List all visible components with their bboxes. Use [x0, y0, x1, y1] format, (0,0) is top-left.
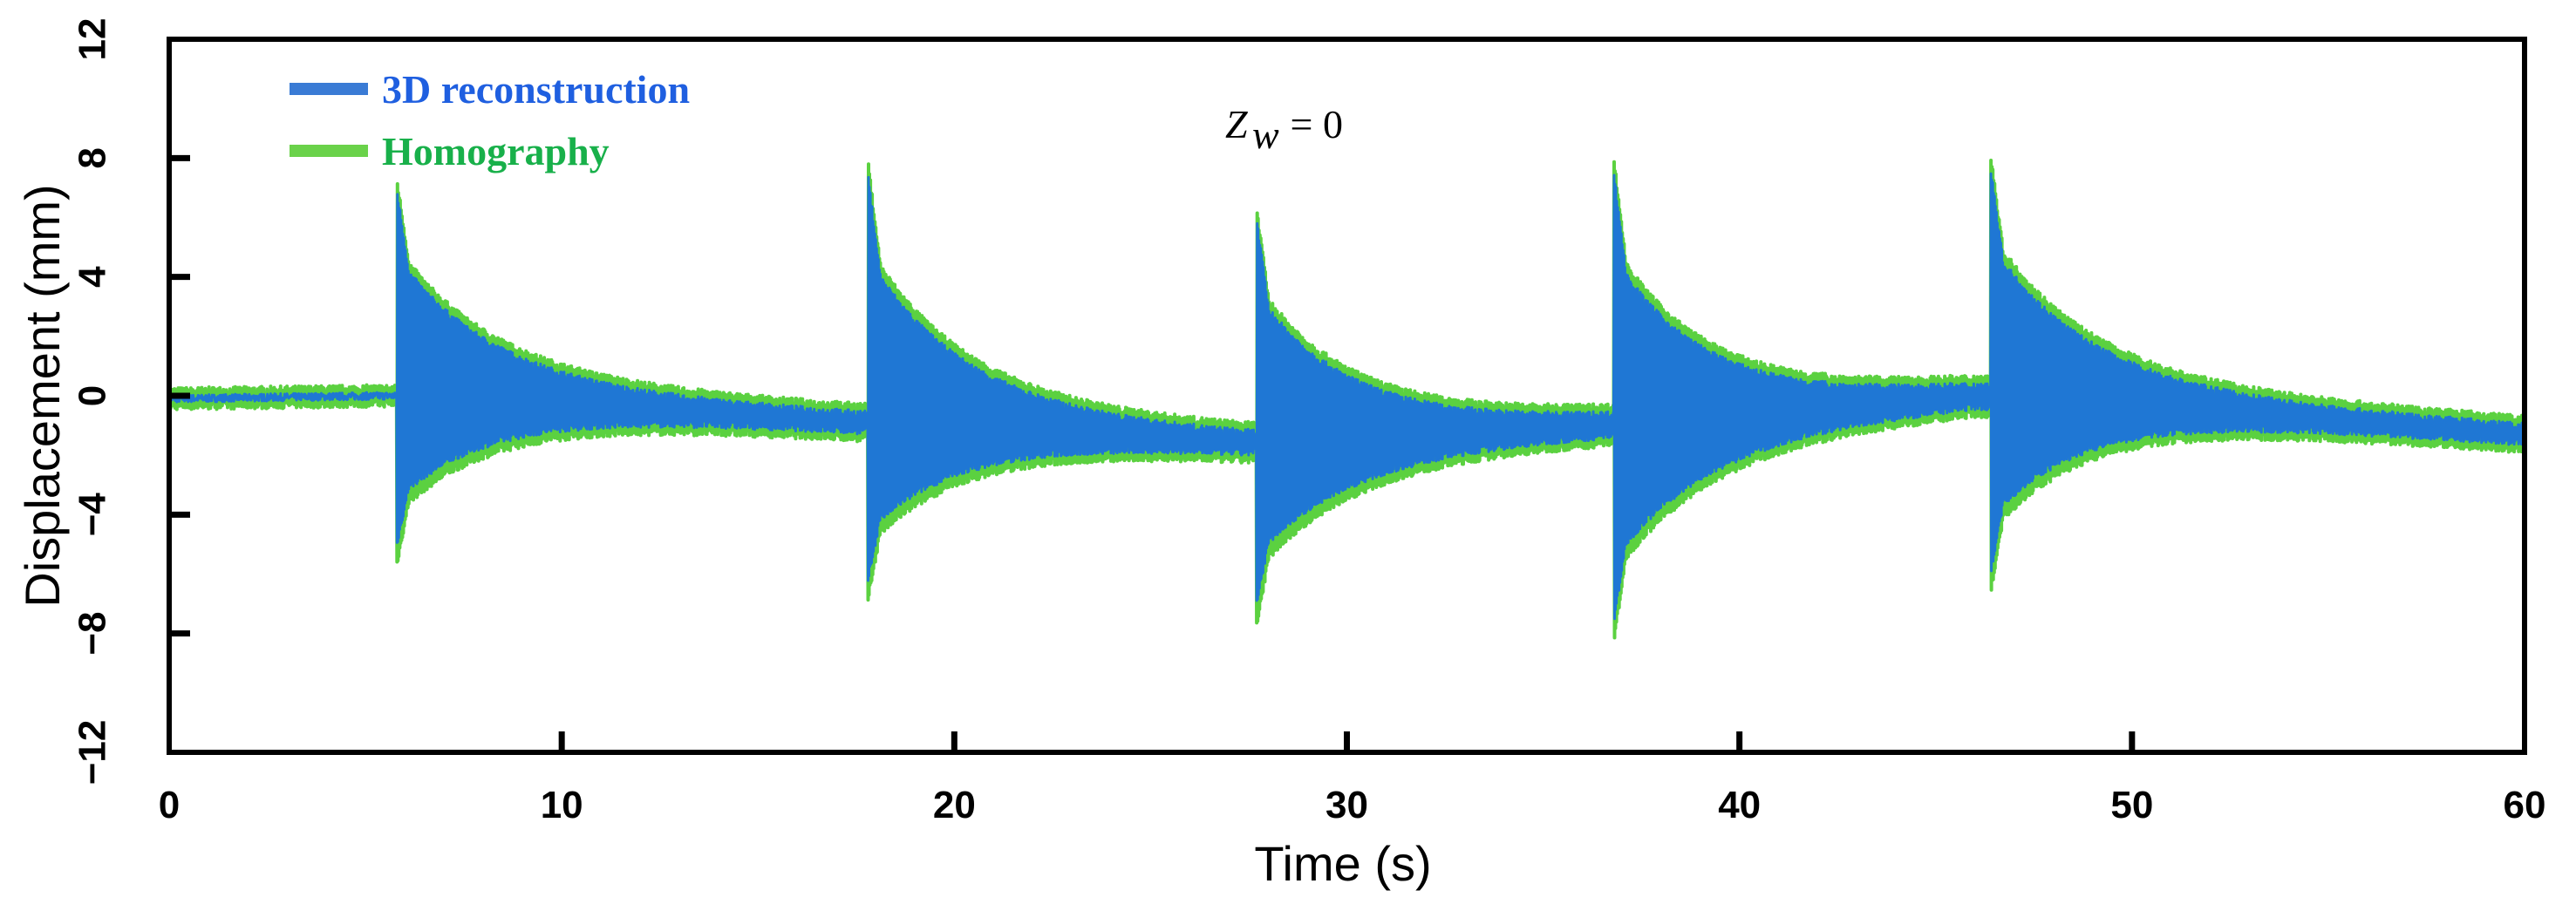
y-tick-label: −12 [72, 720, 114, 785]
x-tick-label: 60 [2504, 784, 2546, 826]
x-tick-label: 30 [1325, 784, 1368, 826]
y-tick-label: 0 [72, 385, 114, 406]
y-tick-label: −8 [72, 612, 114, 656]
series-line [167, 172, 2526, 621]
x-tick-label: 40 [1718, 784, 1761, 826]
y-axis-title: Displacement (mm) [15, 184, 70, 607]
y-tick-label: 8 [72, 147, 114, 168]
y-axis-ticks: 12 8 4 0 −4 −8 −12 [72, 18, 190, 785]
zw-annotation: Z w = 0 [1225, 102, 1343, 157]
y-tick-label: −4 [72, 493, 114, 537]
x-axis-title: Time (s) [1254, 836, 1431, 891]
legend-label-homography: Homography [382, 129, 610, 173]
annotation-rest: = 0 [1280, 102, 1343, 146]
y-tick-label: 12 [72, 18, 114, 61]
x-tick-label: 0 [159, 784, 180, 826]
series-3d-reconstruction [167, 172, 2526, 621]
x-axis-ticks: 0 10 20 30 40 50 60 [159, 731, 2546, 826]
x-tick-label: 50 [2110, 784, 2153, 826]
plot-series [167, 159, 2526, 640]
legend-label-3d-reconstruction: 3D reconstruction [382, 67, 690, 112]
annotation-subscript: w [1252, 112, 1279, 157]
y-tick-label: 4 [72, 266, 114, 288]
annotation-variable: Z [1225, 102, 1248, 146]
legend: 3D reconstruction Homography [290, 67, 690, 173]
x-tick-label: 20 [933, 784, 976, 826]
x-tick-label: 10 [541, 784, 583, 826]
